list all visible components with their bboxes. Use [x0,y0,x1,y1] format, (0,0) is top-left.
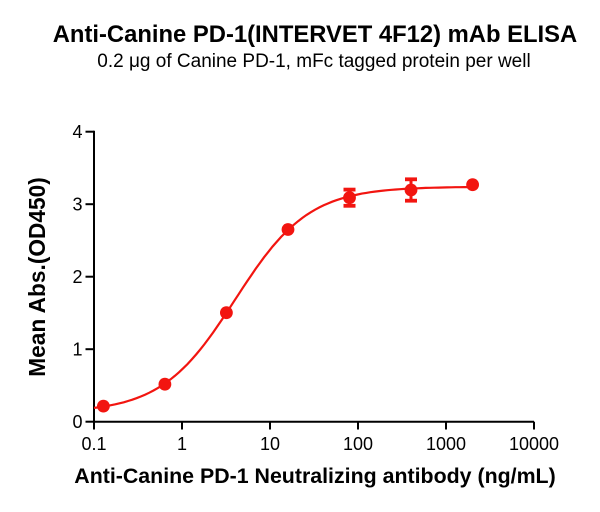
svg-text:1000: 1000 [426,434,466,454]
svg-text:Mean Abs.(OD450): Mean Abs.(OD450) [24,177,50,377]
svg-text:10000: 10000 [509,434,559,454]
svg-text:1: 1 [177,434,187,454]
svg-text:3: 3 [72,194,82,214]
svg-text:1: 1 [72,339,82,359]
svg-text:10: 10 [260,434,280,454]
svg-text:4: 4 [72,122,82,142]
svg-text:Anti-Canine PD-1 Neutralizing: Anti-Canine PD-1 Neutralizing antibody (… [74,464,555,488]
svg-text:Anti-Canine PD-1(INTERVET 4F12: Anti-Canine PD-1(INTERVET 4F12) mAb ELIS… [53,21,577,48]
svg-text:0: 0 [72,412,82,432]
svg-text:100: 100 [343,434,373,454]
svg-text:0.1: 0.1 [81,434,106,454]
svg-text:0.2 μg of Canine PD-1, mFc tag: 0.2 μg of Canine PD-1, mFc tagged protei… [97,51,530,72]
svg-text:2: 2 [72,267,82,287]
